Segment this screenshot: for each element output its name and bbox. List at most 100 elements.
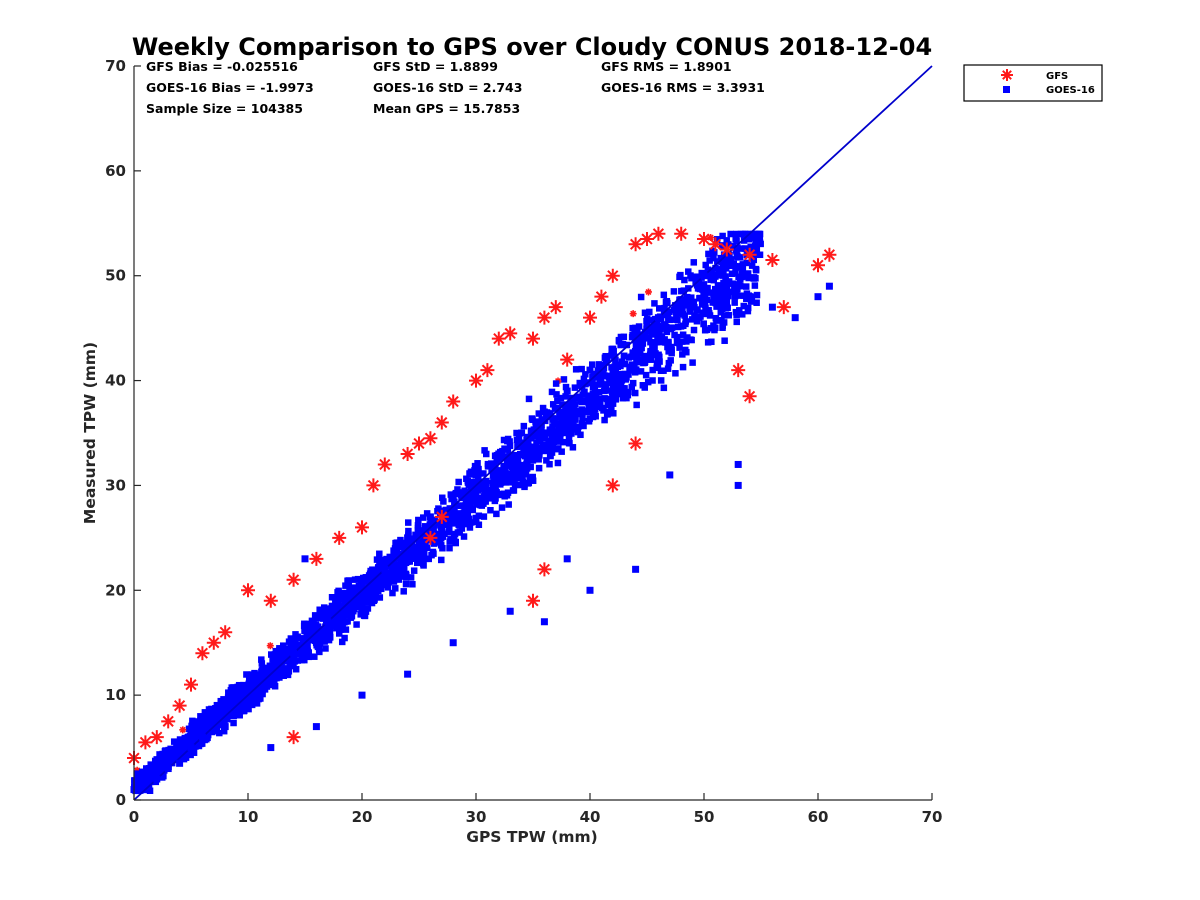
goes-cloud-point — [237, 691, 245, 698]
gfs-point — [469, 373, 483, 388]
goes-cloud-point — [690, 298, 698, 306]
goes-cloud-point — [193, 736, 201, 743]
goes-cloud-point — [623, 341, 631, 349]
goes-cloud-point — [604, 354, 611, 362]
goes-cloud-point — [326, 605, 333, 612]
goes-cloud-point — [506, 442, 514, 450]
goes-cloud-point — [496, 490, 503, 498]
goes-cloud-point — [465, 501, 472, 508]
goes-cloud-point — [342, 606, 349, 614]
goes-cloud-point — [646, 317, 654, 324]
goes-cloud-point — [578, 420, 586, 427]
goes-cloud-point — [553, 434, 561, 442]
goes-cloud-point — [400, 567, 407, 575]
goes-cloud-point — [514, 456, 522, 464]
goes-cloud-point — [464, 479, 472, 486]
goes-cloud-point — [702, 261, 709, 269]
goes-cloud-point — [739, 265, 747, 273]
gfs-point — [537, 562, 552, 577]
goes-cloud-point — [711, 326, 718, 334]
y-tick-label: 30 — [105, 476, 126, 494]
goes-cloud-point — [646, 308, 653, 316]
goes-cloud-point — [637, 293, 645, 301]
goes-cloud-point — [424, 544, 431, 552]
goes-cloud-point — [610, 373, 618, 380]
goes-cloud-point — [331, 594, 339, 601]
goes-cloud-point — [400, 588, 407, 595]
goes-cloud-point — [145, 784, 153, 791]
goes-cloud-point — [693, 306, 700, 314]
goes-cloud-point — [567, 402, 574, 409]
chart-title: Weekly Comparison to GPS over Cloudy CON… — [132, 33, 932, 61]
goes-cloud-point — [267, 651, 275, 658]
goes-cloud-point — [717, 285, 725, 293]
gfs-point — [526, 331, 540, 346]
goes-cloud-point — [652, 318, 659, 326]
goes-cloud-point — [619, 340, 627, 348]
goes-cloud-point — [733, 311, 740, 319]
goes-cloud-point — [560, 376, 568, 383]
goes-cloud-point — [285, 649, 292, 656]
goes-cloud-point — [154, 761, 161, 769]
goes-cloud-point — [503, 462, 511, 469]
goes-cloud-point — [184, 750, 192, 758]
goes-point — [746, 293, 754, 301]
goes-cloud-point — [478, 502, 486, 509]
goes-cloud-point — [703, 296, 711, 304]
goes-cloud-point — [322, 645, 329, 652]
goes-cloud-point — [734, 292, 742, 299]
goes-point — [791, 314, 799, 322]
goes-cloud-point — [702, 304, 709, 312]
goes-cloud-point — [752, 237, 759, 245]
gfs-point — [651, 226, 666, 241]
y-tick-label: 10 — [105, 686, 126, 704]
goes-cloud-point — [392, 585, 399, 592]
goes-cloud-point — [722, 265, 730, 272]
goes-cloud-point — [611, 353, 618, 361]
goes-cloud-point — [738, 245, 745, 252]
goes-cloud-point — [690, 259, 698, 266]
goes-cloud-point — [470, 497, 477, 505]
goes-cloud-point — [710, 291, 717, 298]
goes-cloud-point — [450, 534, 458, 541]
goes-cloud-point — [576, 393, 583, 401]
goes-cloud-point — [591, 393, 599, 401]
goes-cloud-point — [701, 292, 709, 300]
y-tick-label: 40 — [105, 372, 126, 390]
goes-cloud-point — [721, 337, 728, 344]
gfs-point — [172, 698, 187, 713]
goes-cloud-point — [136, 777, 144, 784]
goes-cloud-point — [299, 652, 307, 660]
goes-cloud-point — [744, 304, 752, 312]
goes-cloud-point — [708, 268, 715, 275]
goes-cloud-point — [517, 474, 524, 482]
goes-cloud-point — [554, 404, 561, 412]
goes-cloud-point — [621, 385, 628, 392]
goes-cloud-point — [347, 614, 355, 621]
goes-cloud-point — [546, 460, 553, 468]
legend-box — [963, 64, 1103, 102]
goes-cloud-point — [720, 319, 728, 326]
gfs-point — [138, 735, 153, 750]
goes-cloud-point — [420, 549, 428, 556]
goes-cloud-point — [278, 668, 286, 675]
goes-cloud-point — [338, 638, 346, 646]
goes-cloud-point — [510, 473, 518, 480]
goes-cloud-point — [240, 702, 247, 710]
goes-cloud-point — [619, 394, 627, 402]
goes-cloud-point — [708, 338, 715, 346]
goes-cloud-point — [657, 367, 665, 374]
goes-cloud-point — [468, 519, 475, 526]
goes-cloud-point — [643, 317, 650, 325]
goes-cloud-point — [668, 349, 675, 357]
goes-cloud-point — [733, 252, 741, 260]
goes-cloud-point — [292, 639, 299, 647]
goes-point — [506, 607, 514, 615]
gfs-point — [434, 509, 449, 524]
goes-cloud-point — [191, 728, 199, 735]
goes-cloud-point — [739, 311, 746, 318]
goes-cloud-point — [354, 575, 362, 583]
goes-cloud-point — [179, 737, 187, 744]
goes-cloud-point — [548, 449, 556, 456]
